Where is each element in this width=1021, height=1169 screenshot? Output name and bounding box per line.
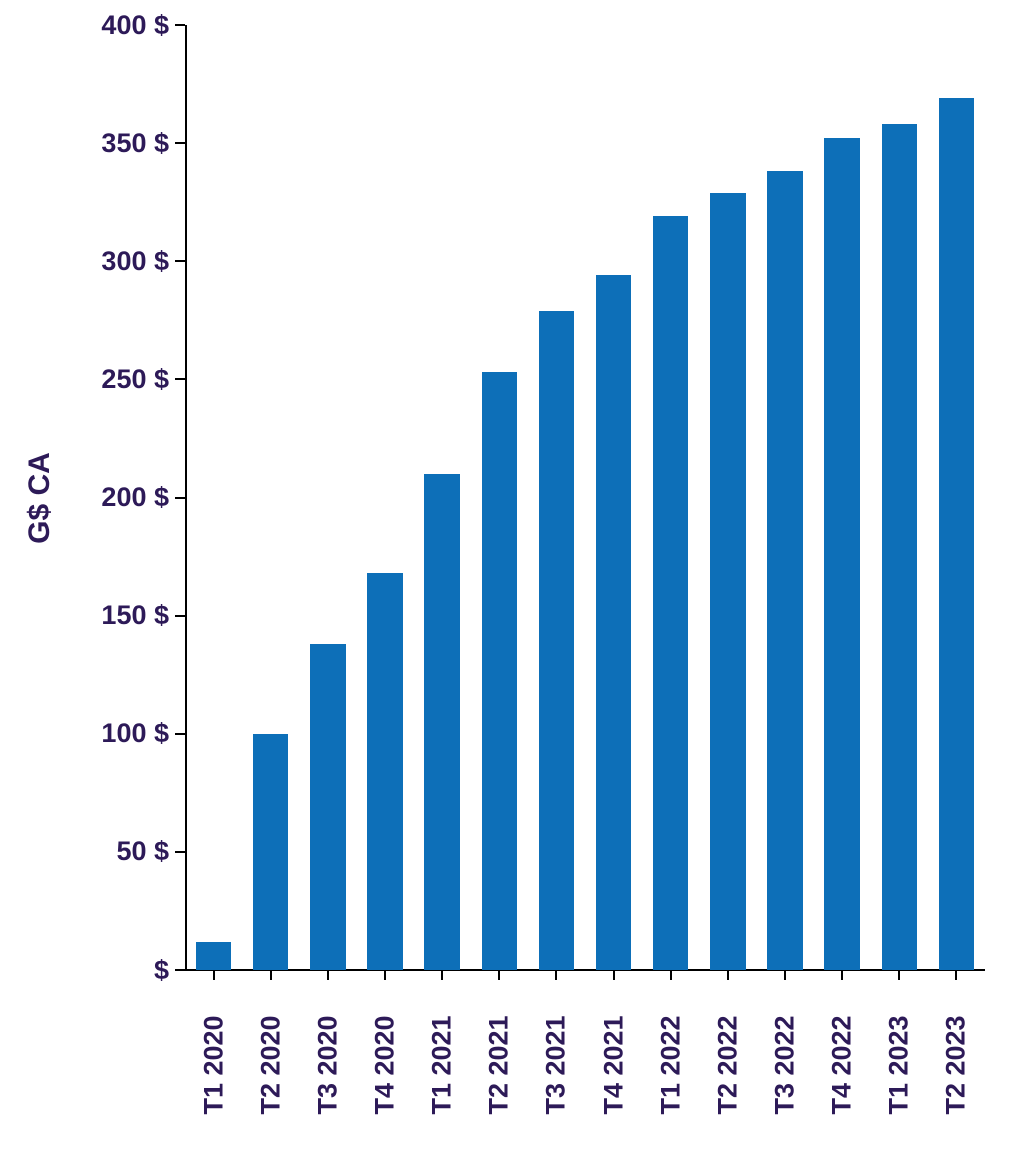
x-tick-mark bbox=[213, 970, 215, 980]
x-tick-label: T3 2022 bbox=[770, 1015, 801, 1114]
y-tick-mark bbox=[175, 378, 185, 380]
x-tick-mark bbox=[327, 970, 329, 980]
x-tick-label: T3 2020 bbox=[312, 1015, 343, 1114]
y-tick-mark bbox=[175, 851, 185, 853]
x-tick-mark bbox=[784, 970, 786, 980]
y-tick-mark bbox=[175, 969, 185, 971]
y-tick-mark bbox=[175, 260, 185, 262]
y-tick-mark bbox=[175, 24, 185, 26]
bar bbox=[767, 171, 802, 970]
y-tick-label: 400 $ bbox=[101, 10, 169, 41]
x-tick-label: T1 2023 bbox=[884, 1015, 915, 1114]
x-tick-label: T3 2021 bbox=[541, 1015, 572, 1114]
x-tick-mark bbox=[670, 970, 672, 980]
x-tick-mark bbox=[270, 970, 272, 980]
x-tick-label: T2 2021 bbox=[484, 1015, 515, 1114]
y-tick-mark bbox=[175, 142, 185, 144]
bar bbox=[310, 644, 345, 970]
x-tick-label: T1 2020 bbox=[198, 1015, 229, 1114]
y-tick-mark bbox=[175, 497, 185, 499]
bar bbox=[596, 275, 631, 970]
bar bbox=[196, 942, 231, 970]
y-tick-label: 300 $ bbox=[101, 246, 169, 277]
y-tick-mark bbox=[175, 615, 185, 617]
y-tick-label: 50 $ bbox=[116, 836, 169, 867]
y-axis-title: G$ CA bbox=[23, 452, 57, 544]
bar bbox=[710, 193, 745, 970]
x-tick-mark bbox=[955, 970, 957, 980]
bar bbox=[824, 138, 859, 970]
y-tick-label: 200 $ bbox=[101, 482, 169, 513]
x-tick-label: T2 2020 bbox=[255, 1015, 286, 1114]
y-tick-label: $ bbox=[154, 955, 169, 986]
y-tick-label: 150 $ bbox=[101, 600, 169, 631]
y-tick-label: 250 $ bbox=[101, 364, 169, 395]
bar bbox=[424, 474, 459, 970]
x-tick-mark bbox=[898, 970, 900, 980]
x-tick-mark bbox=[841, 970, 843, 980]
x-tick-mark bbox=[498, 970, 500, 980]
bar bbox=[539, 311, 574, 970]
bar-chart: G$ CA $50 $ 100 $ 150 $ 200 $ 250 $ 300 $ 350 … bbox=[0, 0, 1021, 1169]
x-tick-mark bbox=[384, 970, 386, 980]
y-tick-label: 100 $ bbox=[101, 718, 169, 749]
x-tick-label: T1 2022 bbox=[655, 1015, 686, 1114]
bar bbox=[882, 124, 917, 970]
x-tick-label: T4 2020 bbox=[370, 1015, 401, 1114]
x-tick-mark bbox=[441, 970, 443, 980]
x-tick-label: T4 2021 bbox=[598, 1015, 629, 1114]
y-tick-label: 350 $ bbox=[101, 128, 169, 159]
y-axis-line bbox=[185, 25, 187, 970]
bar bbox=[367, 573, 402, 970]
x-tick-mark bbox=[555, 970, 557, 980]
bar bbox=[482, 372, 517, 970]
bar bbox=[253, 734, 288, 970]
x-axis-line bbox=[185, 969, 985, 971]
x-tick-mark bbox=[727, 970, 729, 980]
x-tick-label: T2 2022 bbox=[712, 1015, 743, 1114]
y-tick-mark bbox=[175, 733, 185, 735]
x-tick-mark bbox=[613, 970, 615, 980]
bar bbox=[939, 98, 974, 970]
x-tick-label: T4 2022 bbox=[827, 1015, 858, 1114]
plot-area bbox=[185, 25, 985, 970]
x-tick-label: T1 2021 bbox=[427, 1015, 458, 1114]
bar bbox=[653, 216, 688, 970]
x-tick-label: T2 2023 bbox=[941, 1015, 972, 1114]
